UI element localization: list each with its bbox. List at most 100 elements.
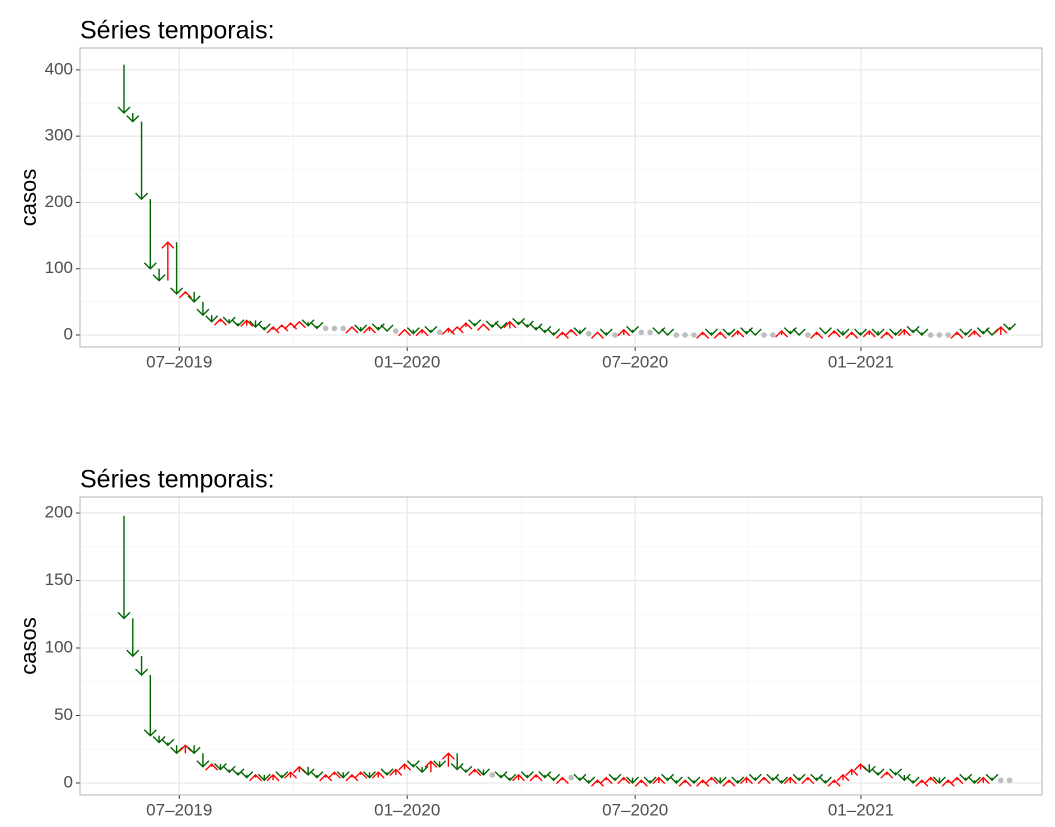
decrease-arrow (459, 765, 473, 774)
decrease-arrow (959, 328, 973, 336)
decrease-arrow (626, 325, 640, 334)
increase-arrow (441, 752, 455, 767)
decrease-arrow (117, 515, 131, 620)
no-change-point (805, 332, 811, 338)
increase-arrow (862, 330, 876, 338)
decrease-arrow (468, 319, 482, 327)
decrease-arrow (213, 762, 227, 771)
increase-arrow (327, 771, 341, 779)
increase-arrow (590, 331, 604, 339)
no-change-point (340, 325, 347, 332)
x-tick-label: 01–2021 (828, 352, 894, 371)
increase-arrow (266, 326, 280, 334)
decrease-arrow (818, 776, 832, 784)
decrease-arrow (257, 323, 271, 331)
decrease-arrow (503, 773, 517, 782)
decrease-arrow (240, 771, 254, 779)
increase-arrow (810, 331, 824, 339)
x-tick-label: 01–2021 (828, 800, 894, 819)
decrease-arrow (520, 320, 534, 329)
no-change-point (936, 332, 943, 338)
increase-arrow (371, 771, 385, 779)
decrease-arrow (222, 316, 236, 325)
increase-arrow (424, 760, 438, 773)
no-change-point (927, 332, 934, 338)
chart-title: Séries temporais: (80, 466, 275, 494)
increase-arrow (363, 326, 377, 334)
decrease-arrow (599, 328, 613, 336)
x-tick-label: 07–2020 (602, 800, 668, 819)
increase-arrow (468, 768, 482, 776)
decrease-arrow (818, 327, 832, 335)
decrease-arrow (538, 325, 552, 334)
increase-arrow (775, 330, 789, 338)
no-change-point (393, 328, 399, 334)
decrease-arrow (406, 760, 420, 768)
y-tick-label: 300 (45, 126, 73, 145)
no-change-point (436, 329, 443, 336)
no-change-point (647, 329, 653, 336)
increase-arrow (652, 776, 666, 785)
increase-arrow (845, 331, 859, 339)
decrease-arrow (152, 735, 166, 744)
y-tick-label: 0 (64, 324, 73, 343)
increase-arrow (880, 331, 894, 339)
increase-arrow (950, 331, 964, 339)
decrease-arrow (450, 753, 464, 771)
decrease-arrow (494, 771, 508, 779)
decrease-arrow (967, 776, 981, 784)
y-tick-label: 400 (45, 59, 73, 78)
increase-arrow (696, 331, 710, 339)
decrease-arrow (906, 776, 920, 784)
decrease-arrow (415, 765, 429, 774)
chart-title: Séries temporais: (80, 17, 275, 45)
no-change-point (322, 325, 329, 332)
no-change-point (568, 774, 574, 781)
decrease-arrow (897, 773, 911, 782)
increase-arrow (213, 318, 227, 326)
decrease-arrow (275, 771, 289, 779)
decrease-arrow (310, 771, 324, 779)
decrease-arrow (573, 327, 587, 335)
increase-arrow (757, 776, 771, 785)
decrease-arrow (310, 321, 324, 330)
decrease-arrow (1003, 323, 1017, 331)
increase-arrow (529, 773, 543, 782)
decrease-arrow (433, 760, 447, 768)
increase-arrow (292, 320, 306, 329)
increase-arrow (941, 779, 955, 787)
increase-arrow (836, 773, 850, 782)
increase-arrow (722, 779, 736, 787)
y-tick-label: 200 (45, 503, 73, 522)
decrease-arrow (862, 764, 876, 774)
increase-arrow (564, 328, 578, 337)
increase-arrow (696, 779, 710, 787)
decrease-arrow (363, 771, 377, 779)
x-tick-label: 07–2019 (146, 352, 212, 371)
decrease-arrow (582, 776, 596, 784)
increase-arrow (731, 330, 745, 338)
increase-arrow (827, 330, 841, 338)
decrease-arrow (792, 773, 806, 782)
no-change-point (1006, 777, 1013, 784)
decrease-arrow (231, 768, 245, 776)
decrease-arrow (985, 773, 999, 782)
decrease-arrow (932, 776, 946, 784)
increase-arrow (345, 326, 359, 334)
decrease-arrow (731, 776, 745, 784)
increase-arrow (704, 776, 718, 785)
increase-arrow (634, 779, 648, 787)
decrease-arrow (196, 753, 210, 768)
no-change-point (945, 332, 951, 338)
decrease-arrow (608, 773, 622, 782)
no-change-point (997, 777, 1004, 784)
no-change-point (691, 332, 697, 338)
panel: Séries temporais: casos 0 100 200 300 400 07–20… (16, 17, 1043, 371)
x-tick-label: 01–2020 (374, 800, 440, 819)
increase-arrow (783, 776, 797, 785)
decrease-arrow (161, 738, 175, 747)
decrease-arrow (354, 324, 368, 333)
increase-arrow (266, 773, 280, 782)
y-axis-label: casos (16, 169, 41, 226)
